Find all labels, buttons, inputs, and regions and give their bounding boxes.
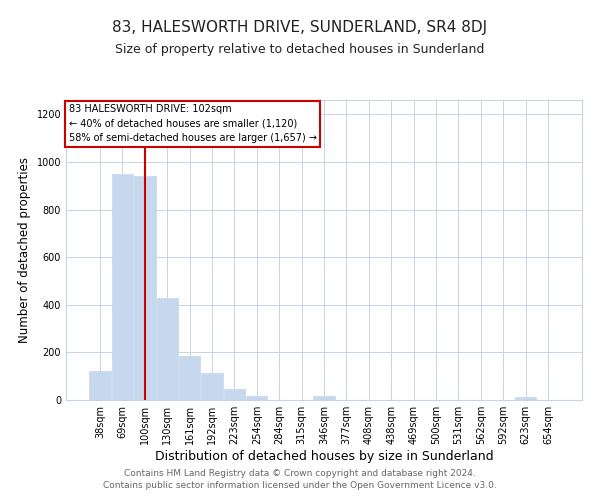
Bar (157, 298, 178, 400)
Y-axis label: Number of detached properties: Number of detached properties (18, 157, 31, 343)
Bar (202, 372, 223, 400)
Bar (515, 397, 536, 400)
Bar (179, 356, 200, 400)
Bar (246, 396, 268, 400)
Bar (89, 372, 111, 400)
Bar (134, 176, 155, 400)
Bar (224, 389, 245, 400)
X-axis label: Distribution of detached houses by size in Sunderland: Distribution of detached houses by size … (155, 450, 493, 463)
Text: 83, HALESWORTH DRIVE, SUNDERLAND, SR4 8DJ: 83, HALESWORTH DRIVE, SUNDERLAND, SR4 8D… (112, 20, 488, 35)
Text: Size of property relative to detached houses in Sunderland: Size of property relative to detached ho… (115, 42, 485, 56)
Bar (112, 174, 133, 400)
Text: 83 HALESWORTH DRIVE: 102sqm
← 40% of detached houses are smaller (1,120)
58% of : 83 HALESWORTH DRIVE: 102sqm ← 40% of det… (68, 104, 317, 144)
Bar (313, 396, 335, 400)
Text: Contains HM Land Registry data © Crown copyright and database right 2024.
Contai: Contains HM Land Registry data © Crown c… (103, 468, 497, 490)
